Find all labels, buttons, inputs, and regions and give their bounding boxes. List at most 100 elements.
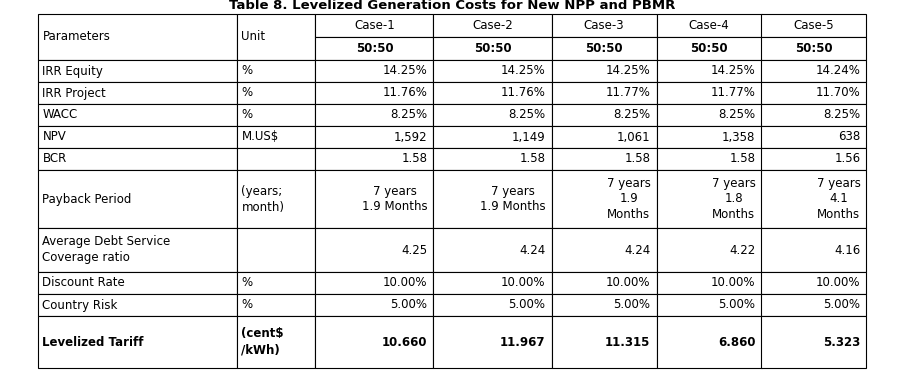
Bar [433, 272, 551, 294]
Bar [37, 272, 237, 294]
Bar [656, 294, 760, 316]
Bar [315, 228, 433, 272]
Text: 7 years
4.1
Months: 7 years 4.1 Months [815, 177, 860, 222]
Bar [656, 37, 760, 60]
Text: 4.24: 4.24 [624, 244, 650, 256]
Text: 7 years
1.9 Months: 7 years 1.9 Months [361, 185, 427, 213]
Text: 11.76%: 11.76% [382, 87, 427, 99]
Text: 1.58: 1.58 [624, 152, 650, 166]
Text: 4.24: 4.24 [518, 244, 545, 256]
Bar [237, 148, 315, 170]
Text: 5.00%: 5.00% [507, 298, 545, 312]
Text: %: % [241, 277, 252, 289]
Bar [433, 60, 551, 82]
Text: Table 8. Levelized Generation Costs for New NPP and PBMR: Table 8. Levelized Generation Costs for … [228, 0, 675, 12]
Bar [551, 126, 656, 148]
Bar [315, 316, 433, 368]
Text: (years;
month): (years; month) [241, 185, 284, 213]
Text: 50:50: 50:50 [584, 42, 622, 55]
Bar [760, 60, 866, 82]
Text: NPV: NPV [42, 130, 66, 144]
Bar [760, 272, 866, 294]
Text: IRR Equity: IRR Equity [42, 64, 103, 78]
Bar [37, 82, 237, 104]
Bar [760, 294, 866, 316]
Text: 11.315: 11.315 [604, 336, 650, 348]
Bar [551, 228, 656, 272]
Bar [760, 82, 866, 104]
Text: M.US$: M.US$ [241, 130, 278, 144]
Text: 6.860: 6.860 [717, 336, 755, 348]
Bar [760, 37, 866, 60]
Bar [37, 126, 237, 148]
Bar [433, 170, 551, 228]
Text: 14.25%: 14.25% [710, 64, 755, 78]
Text: 1.58: 1.58 [401, 152, 427, 166]
Bar [37, 170, 237, 228]
Text: 8.25%: 8.25% [390, 109, 427, 121]
Bar [315, 82, 433, 104]
Bar [315, 104, 433, 126]
Bar [656, 272, 760, 294]
Text: Case-3: Case-3 [583, 19, 624, 32]
Text: 10.660: 10.660 [382, 336, 427, 348]
Text: 10.00%: 10.00% [605, 277, 650, 289]
Bar [433, 14, 551, 37]
Text: 638: 638 [837, 130, 860, 144]
Bar [237, 126, 315, 148]
Text: 11.967: 11.967 [499, 336, 545, 348]
Bar [433, 37, 551, 60]
Bar [656, 170, 760, 228]
Text: 4.22: 4.22 [729, 244, 755, 256]
Text: WACC: WACC [42, 109, 78, 121]
Text: Case-2: Case-2 [471, 19, 512, 32]
Bar [551, 60, 656, 82]
Bar [656, 148, 760, 170]
Bar [656, 60, 760, 82]
Bar [760, 170, 866, 228]
Text: (cent$
/kWh): (cent$ /kWh) [241, 327, 284, 357]
Bar [760, 148, 866, 170]
Text: IRR Project: IRR Project [42, 87, 107, 99]
Bar [315, 60, 433, 82]
Bar [315, 37, 433, 60]
Text: BCR: BCR [42, 152, 67, 166]
Text: 1,592: 1,592 [394, 130, 427, 144]
Bar [551, 170, 656, 228]
Bar [656, 14, 760, 37]
Text: 8.25%: 8.25% [507, 109, 545, 121]
Bar [315, 294, 433, 316]
Text: 50:50: 50:50 [473, 42, 511, 55]
Text: Payback Period: Payback Period [42, 192, 132, 206]
Bar [37, 228, 237, 272]
Text: 4.16: 4.16 [833, 244, 860, 256]
Text: 5.323: 5.323 [823, 336, 860, 348]
Bar [433, 104, 551, 126]
Bar [760, 228, 866, 272]
Text: 14.25%: 14.25% [500, 64, 545, 78]
Text: 1,358: 1,358 [721, 130, 755, 144]
Bar [760, 316, 866, 368]
Text: Discount Rate: Discount Rate [42, 277, 126, 289]
Bar [433, 228, 551, 272]
Bar [551, 272, 656, 294]
Text: 50:50: 50:50 [689, 42, 727, 55]
Bar [237, 170, 315, 228]
Bar [551, 37, 656, 60]
Bar [656, 104, 760, 126]
Bar [37, 60, 237, 82]
Text: 11.77%: 11.77% [605, 87, 650, 99]
Text: 1.58: 1.58 [729, 152, 755, 166]
Text: 10.00%: 10.00% [383, 277, 427, 289]
Bar [237, 272, 315, 294]
Text: 50:50: 50:50 [795, 42, 832, 55]
Text: 7 years
1.9 Months: 7 years 1.9 Months [479, 185, 545, 213]
Text: %: % [241, 64, 252, 78]
Text: Parameters: Parameters [42, 31, 110, 43]
Bar [656, 316, 760, 368]
Text: 11.70%: 11.70% [815, 87, 860, 99]
Bar [237, 82, 315, 104]
Text: %: % [241, 87, 252, 99]
Text: 7 years
1.8
Months: 7 years 1.8 Months [711, 177, 755, 222]
Text: 11.77%: 11.77% [710, 87, 755, 99]
